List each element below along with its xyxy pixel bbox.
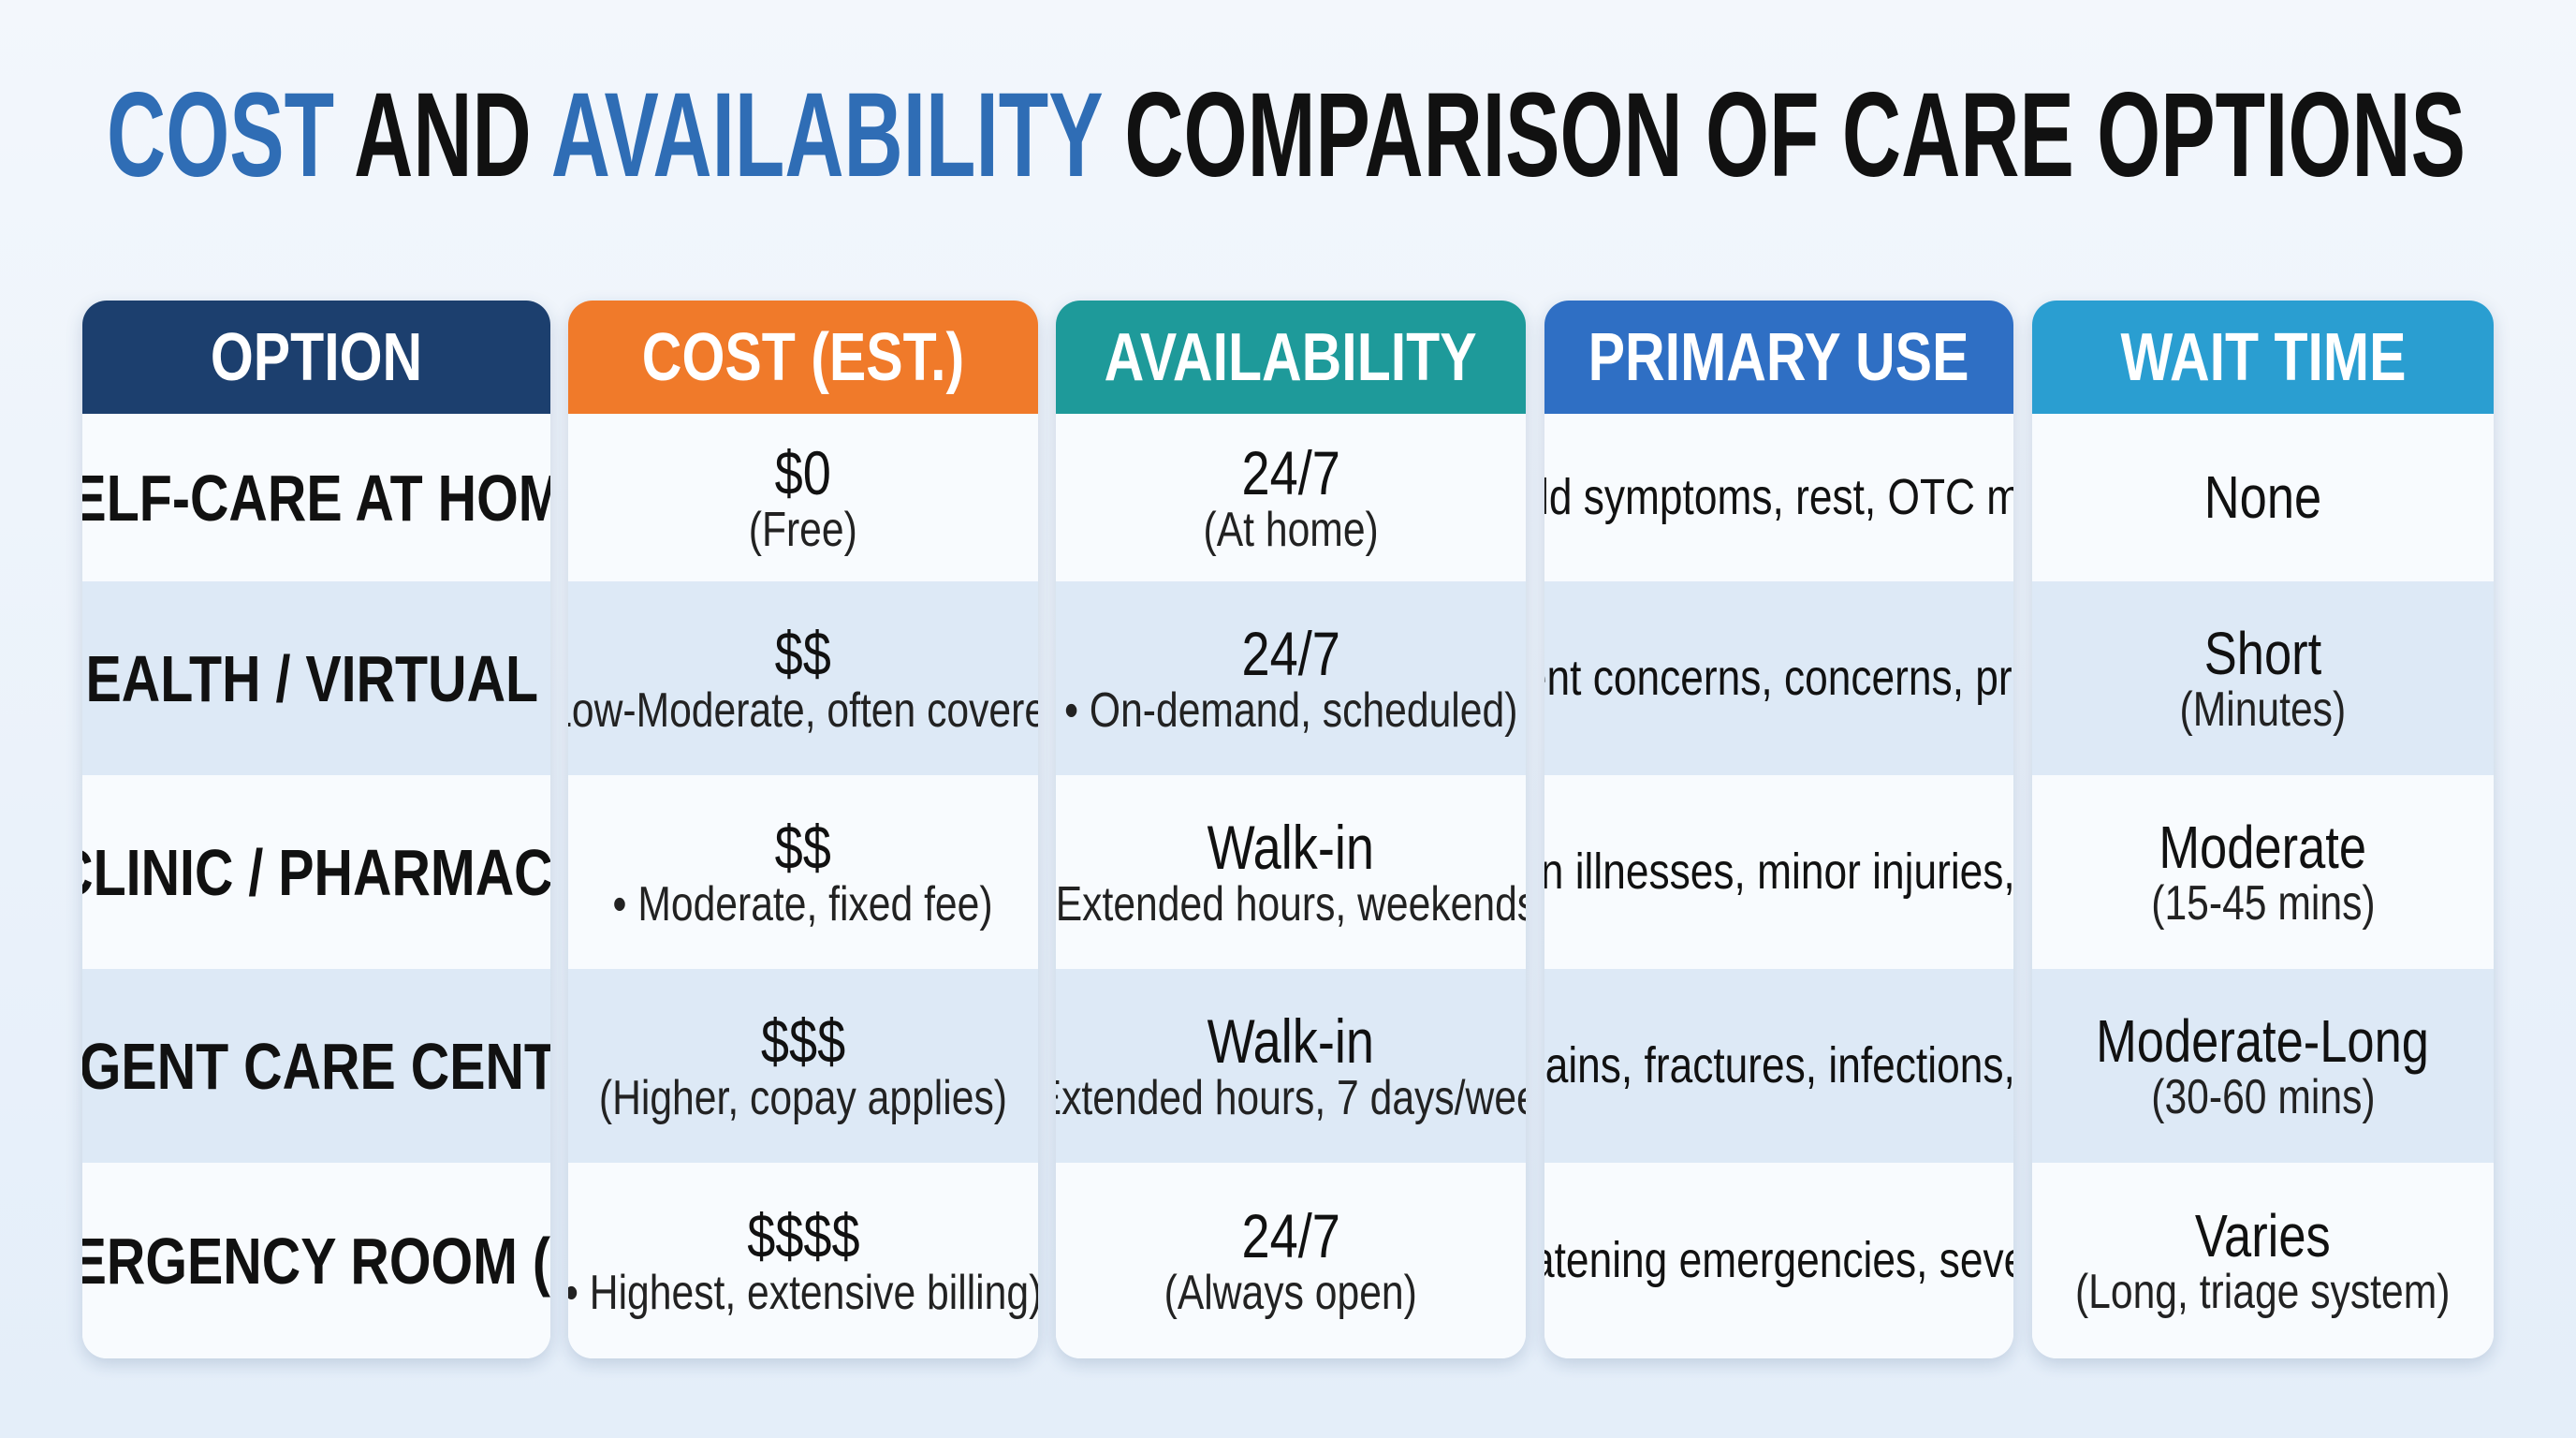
cell-detail: (Free) (748, 503, 858, 558)
table-column: PRIMARY USE • Mild symptoms, rest, OTC me… (1544, 301, 2013, 1358)
table-cell: Walk-in• Extended hours, 7 days/week) (1056, 969, 1526, 1163)
table-cell: 24/7 • On-demand, scheduled) (1056, 581, 1526, 775)
table-column: WAIT TIME None Short (Minutes) Moderate (15-4… (2032, 301, 2494, 1358)
option-name: URGENT CARE CENTER (82, 1029, 550, 1103)
cell-detail: (Long, triage system) (2075, 1265, 2451, 1320)
cell-detail: • On-demand, scheduled) (1063, 683, 1518, 739)
table-cell: $$• Low-Moderate, often covered) (568, 581, 1038, 775)
table-cell: Moderate (15-45 mins) (2032, 775, 2494, 969)
cell-main: 24/7 (1241, 1200, 1340, 1270)
title-part: COST (107, 68, 334, 202)
table-cell: • Sprains, fractures, infections, cuts (1544, 969, 2013, 1163)
table-cell: • Non-urgent concerns, concerns, prescri… (1544, 581, 2013, 775)
cell-main: $$ (774, 812, 832, 882)
table-cell: • Common illnesses, minor injuries, vacc… (1544, 775, 2013, 969)
table-cell: Short (Minutes) (2032, 581, 2494, 775)
column-header-text: WAIT TIME (2119, 319, 2406, 395)
column-header-text: OPTION (210, 319, 423, 395)
table-column: OPTION SELF-CARE AT HOME TELEHEALTH / VIRT… (82, 301, 550, 1358)
primary-use: • Non-urgent concerns, concerns, prescri… (1544, 650, 2013, 707)
cell-detail: • Low-Moderate, often covered) (568, 683, 1038, 739)
option-name: EMERGENCY ROOM (ER) (82, 1224, 550, 1298)
cell-detail: (Always open) (1164, 1266, 1418, 1321)
table-cell: $$$$ • Highest, extensive billing) (568, 1163, 1038, 1358)
option-name: TELEHEALTH / VIRTUAL VISITS (82, 641, 550, 715)
option-name: SELF-CARE AT HOME (82, 461, 550, 535)
table-cell: $0 (Free) (568, 414, 1038, 581)
cell-main: Short (2203, 619, 2322, 687)
table-cell: $$ • Moderate, fixed fee) (568, 775, 1038, 969)
title-text: COST AND AVAILABILITY COMPARISON OF CARE… (107, 68, 2466, 202)
cell-main: Varies (2195, 1201, 2331, 1269)
cell-main: $$$$ (746, 1200, 860, 1270)
title-part: AVAILABILITY (551, 68, 1103, 202)
cell-detail: (Minutes) (2179, 682, 2347, 738)
table-cell: EMERGENCY ROOM (ER) (82, 1163, 550, 1358)
table-cell: Varies (Long, triage system) (2032, 1163, 2494, 1358)
cell-detail: • Highest, extensive billing) (568, 1266, 1038, 1321)
cell-detail: • Extended hours, weekends) (1056, 877, 1526, 932)
cell-main: Walk-in (1207, 1005, 1375, 1076)
column-header: AVAILABILITY (1056, 301, 1526, 414)
table-cell: • Mild symptoms, rest, OTC meds (1544, 414, 2013, 581)
column-header-text: AVAILABILITY (1105, 319, 1477, 395)
column-header-text: COST (EST.) (641, 319, 965, 395)
table-cell: • Life-threatening emergencies, severe t… (1544, 1163, 2013, 1358)
table-cell: SELF-CARE AT HOME (82, 414, 550, 581)
cell-main: Walk-in (1207, 812, 1375, 882)
primary-use: • Sprains, fractures, infections, cuts (1544, 1037, 2013, 1094)
cell-detail: (15-45 mins) (2150, 876, 2376, 932)
cell-main: Moderate (2159, 813, 2367, 881)
cell-detail: (Higher, copay applies) (598, 1071, 1008, 1126)
table-cell: $$$ (Higher, copay applies) (568, 969, 1038, 1163)
table-cell: 24/7 (Always open) (1056, 1163, 1526, 1358)
option-name: RETAIL CLINIC / PHARMACY CLINIC (82, 835, 550, 909)
title: COST AND AVAILABILITY COMPARISON OF CARE… (107, 68, 2466, 202)
table-cell: TELEHEALTH / VIRTUAL VISITS (82, 581, 550, 775)
table-cell: 24/7 (At home) (1056, 414, 1526, 581)
primary-use: • Life-threatening emergencies, severe t… (1544, 1232, 2013, 1289)
table-cell: Walk-in • Extended hours, weekends) (1056, 775, 1526, 969)
table-cell: URGENT CARE CENTER (82, 969, 550, 1163)
table-column: COST (EST.)$0(Free)$$• Low-Moderate, oft… (568, 301, 1038, 1358)
table-cell: RETAIL CLINIC / PHARMACY CLINIC (82, 775, 550, 969)
column-header: WAIT TIME (2032, 301, 2494, 414)
table-cell: Moderate-Long (30-60 mins) (2032, 969, 2494, 1163)
cell-main: $0 (774, 437, 832, 507)
cell-detail: • Extended hours, 7 days/week) (1056, 1071, 1526, 1126)
cell-main: $$$ (760, 1005, 846, 1076)
cell-main: 24/7 (1241, 437, 1340, 507)
column-header: COST (EST.) (568, 301, 1038, 414)
cell-detail: (At home) (1203, 503, 1379, 558)
column-header: OPTION (82, 301, 550, 414)
cell-main: Moderate-Long (2096, 1006, 2430, 1075)
title-part: AND (354, 68, 532, 202)
table-cell: None (2032, 414, 2494, 581)
cell-detail: (30-60 mins) (2150, 1070, 2376, 1125)
title-part: COMPARISON OF CARE OPTIONS (1124, 68, 2466, 202)
cell-main: None (2203, 462, 2322, 531)
primary-use: • Common illnesses, minor injuries, vacc… (1544, 844, 2013, 901)
cell-detail: • Moderate, fixed fee) (612, 877, 994, 932)
primary-use: • Mild symptoms, rest, OTC meds (1544, 469, 2013, 526)
column-header-text: PRIMARY USE (1588, 319, 1969, 395)
column-header: PRIMARY USE (1544, 301, 2013, 414)
cell-main: 24/7 (1241, 618, 1340, 688)
table-column: AVAILABILITY 24/7 (At home) 24/7 • On-demand… (1056, 301, 1526, 1358)
cell-main: $$ (774, 618, 832, 688)
